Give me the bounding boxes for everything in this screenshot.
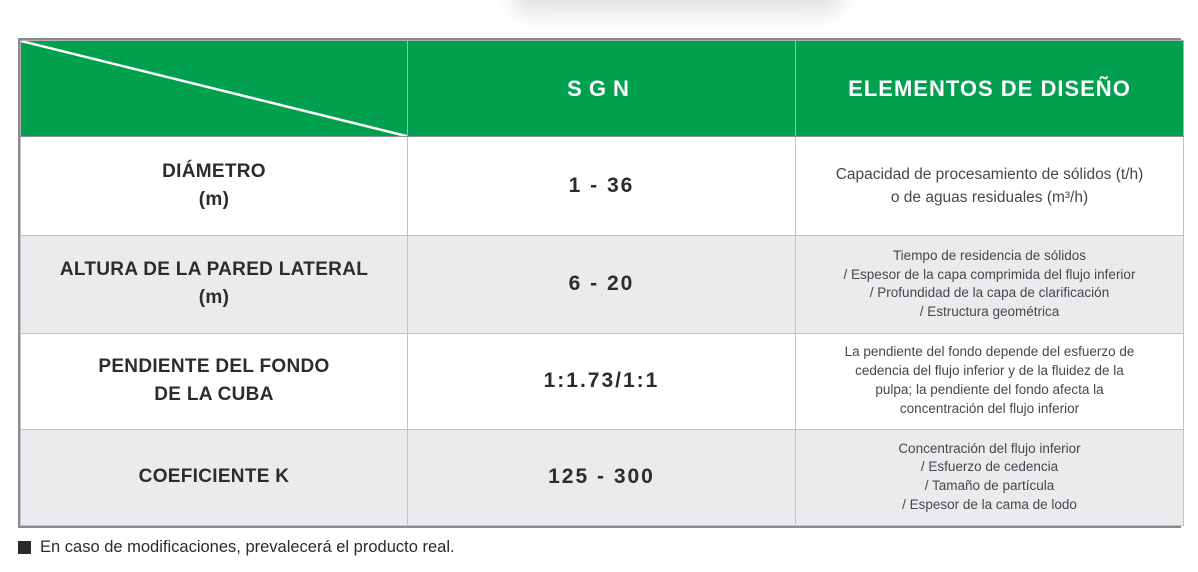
elements-cell-pendiente: La pendiente del fondo depende del esfue…: [795, 332, 1184, 430]
sgn-value-altura: 6 - 20: [407, 235, 796, 334]
param-line: COEFICIENTE K: [138, 466, 290, 488]
diagonal-line-icon: [21, 41, 407, 136]
header-corner-cell: [20, 39, 408, 138]
sgn-value-pendiente: 1:1.73/1:1: [407, 332, 796, 430]
elements-cell-altura: Tiempo de residencia de sólidos / Espeso…: [795, 235, 1184, 334]
elements-line: cedencia del flujo inferior y de la flui…: [855, 363, 1124, 379]
param-cell-diametro: DIÁMETRO (m): [20, 136, 408, 237]
elements-line: / Espesor de la cama de lodo: [902, 497, 1077, 513]
elements-line: / Estructura geométrica: [919, 304, 1060, 320]
param-line: DE LA CUBA: [154, 384, 274, 406]
header-sgn-label: SGN: [567, 75, 636, 101]
elements-line: o de aguas residuales (m³/h): [890, 189, 1089, 207]
elements-line: concentración del flujo inferior: [899, 401, 1080, 417]
elements-line: Tiempo de residencia de sólidos: [892, 247, 1087, 263]
param-line: PENDIENTE DEL FONDO: [98, 355, 330, 377]
param-line: (m): [198, 189, 230, 211]
elements-line: / Espesor de la capa comprimida del fluj…: [843, 266, 1136, 282]
footnote: En caso de modificaciones, prevalecerá e…: [18, 538, 455, 557]
sgn-value-coeficiente: 125 - 300: [407, 428, 796, 527]
param-line: DIÁMETRO: [162, 160, 266, 182]
elements-line: pulpa; la pendiente del fondo afecta la: [875, 382, 1104, 398]
footnote-text: En caso de modificaciones, prevalecerá e…: [40, 538, 455, 556]
table-row-diametro: DIÁMETRO (m) 1 - 36 Capacidad de procesa…: [20, 136, 1184, 237]
elements-line: La pendiente del fondo depende del esfue…: [844, 344, 1135, 360]
table-row-altura: ALTURA DE LA PARED LATERAL (m) 6 - 20 Ti…: [20, 235, 1184, 334]
table-row-coeficiente: COEFICIENTE K 125 - 300 Concentración de…: [20, 428, 1184, 527]
param-line: ALTURA DE LA PARED LATERAL: [59, 258, 369, 280]
header-sgn-cell: SGN: [407, 39, 796, 138]
elements-line: / Profundidad de la capa de clarificació…: [869, 285, 1110, 301]
page-top-shadow: [512, 0, 842, 14]
param-line: (m): [198, 287, 230, 309]
header-elements-label: ELEMENTOS DE DISEÑO: [848, 75, 1131, 101]
elements-cell-diametro: Capacidad de procesamiento de sólidos (t…: [795, 136, 1184, 237]
elements-line: / Esfuerzo de cedencia: [920, 459, 1059, 475]
param-cell-pendiente: PENDIENTE DEL FONDO DE LA CUBA: [20, 332, 408, 430]
param-cell-coeficiente: COEFICIENTE K: [20, 428, 408, 527]
elements-line: Capacidad de procesamiento de sólidos (t…: [835, 166, 1144, 184]
spec-table-frame: SGN ELEMENTOS DE DISEÑO DIÁMETRO (m) 1 -…: [18, 38, 1184, 528]
header-elements-cell: ELEMENTOS DE DISEÑO: [795, 39, 1184, 138]
elements-cell-coeficiente: Concentración del flujo inferior / Esfue…: [795, 428, 1184, 527]
table-header-row: SGN ELEMENTOS DE DISEÑO: [20, 39, 1184, 138]
footnote-square-icon: [18, 541, 31, 554]
spec-table: SGN ELEMENTOS DE DISEÑO DIÁMETRO (m) 1 -…: [20, 39, 1184, 527]
param-cell-altura: ALTURA DE LA PARED LATERAL (m): [20, 235, 408, 334]
elements-line: Concentración del flujo inferior: [898, 440, 1081, 456]
sgn-value-diametro: 1 - 36: [407, 136, 796, 237]
elements-line: / Tamaño de partícula: [924, 478, 1055, 494]
table-row-pendiente: PENDIENTE DEL FONDO DE LA CUBA 1:1.73/1:…: [20, 332, 1184, 430]
